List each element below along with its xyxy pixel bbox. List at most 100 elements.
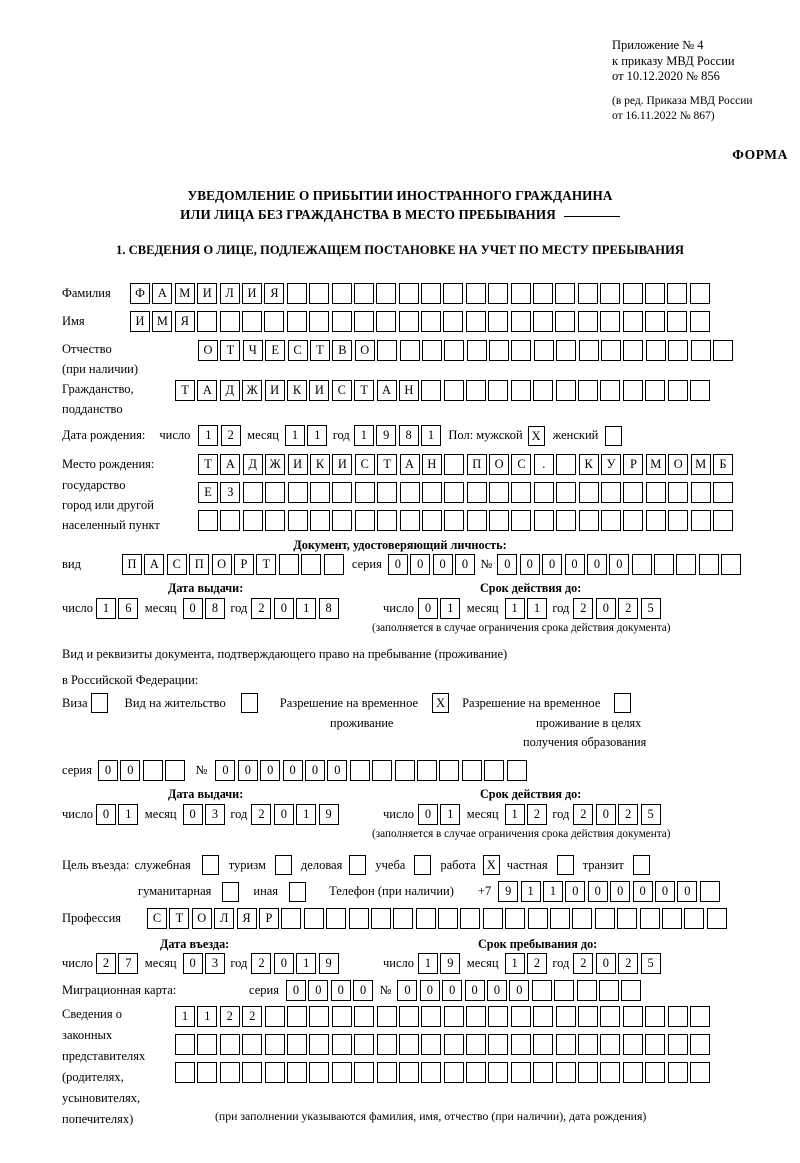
char-cell[interactable]: 0 (418, 598, 438, 619)
char-cell[interactable] (645, 510, 666, 531)
char-cell[interactable] (668, 482, 689, 503)
char-cell[interactable]: 0 (96, 804, 117, 825)
char-cell[interactable]: 1 (197, 1006, 218, 1027)
char-cell[interactable] (461, 760, 482, 781)
char-cell[interactable]: О (198, 340, 218, 361)
char-cell[interactable] (466, 380, 487, 401)
char-cell[interactable]: 2 (618, 804, 639, 825)
char-cell[interactable]: Л (219, 283, 240, 304)
visa-checkbox[interactable] (90, 693, 108, 713)
char-cell[interactable]: 0 (595, 804, 616, 825)
char-cell[interactable]: 1 (118, 804, 139, 825)
char-cell[interactable] (331, 311, 352, 332)
char-cell[interactable]: 9 (498, 881, 519, 902)
char-cell[interactable] (645, 1062, 666, 1083)
char-cell[interactable] (506, 760, 527, 781)
char-cell[interactable] (309, 1062, 330, 1083)
char-cell[interactable] (466, 510, 487, 531)
char-cell[interactable] (242, 482, 263, 503)
char-cell[interactable] (443, 380, 464, 401)
char-cell[interactable] (622, 283, 643, 304)
char-cell[interactable]: 0 (595, 598, 616, 619)
char-cell[interactable] (721, 554, 742, 575)
char-cell[interactable] (482, 908, 503, 929)
char-cell[interactable]: 2 (526, 953, 547, 974)
char-cell[interactable]: Н (421, 454, 442, 475)
char-cell[interactable]: 0 (273, 598, 294, 619)
char-cell[interactable] (600, 311, 621, 332)
char-cell[interactable]: Т (354, 380, 375, 401)
char-cell[interactable] (489, 482, 510, 503)
char-cell[interactable]: 1 (418, 953, 438, 974)
char-cell[interactable]: 0 (542, 554, 563, 575)
char-cell[interactable] (242, 1034, 263, 1055)
char-cell[interactable] (264, 1006, 285, 1027)
char-cell[interactable] (577, 311, 598, 332)
char-cell[interactable]: Т (309, 340, 330, 361)
char-cell[interactable]: 9 (440, 953, 461, 974)
char-cell[interactable]: 0 (432, 554, 453, 575)
char-cell[interactable]: 1 (284, 425, 305, 446)
char-cell[interactable] (554, 980, 575, 1001)
char-cell[interactable] (689, 283, 710, 304)
char-cell[interactable]: 2 (618, 598, 639, 619)
char-cell[interactable] (444, 510, 465, 531)
char-cell[interactable]: 1 (175, 1006, 195, 1027)
char-cell[interactable]: 0 (182, 804, 203, 825)
char-cell[interactable]: 2 (526, 804, 547, 825)
char-cell[interactable]: 0 (419, 980, 440, 1001)
char-cell[interactable]: 2 (251, 598, 272, 619)
char-cell[interactable] (444, 482, 465, 503)
char-cell[interactable]: 0 (387, 554, 408, 575)
char-cell[interactable]: 9 (376, 425, 397, 446)
char-cell[interactable]: 0 (418, 804, 438, 825)
temp-residence-edu-checkbox[interactable] (614, 693, 632, 713)
char-cell[interactable]: 1 (296, 953, 317, 974)
char-cell[interactable]: 0 (410, 554, 431, 575)
char-cell[interactable]: 3 (204, 953, 225, 974)
char-cell[interactable] (601, 510, 622, 531)
char-cell[interactable]: 1 (198, 425, 219, 446)
sex-male-checkbox[interactable]: X (527, 425, 545, 446)
char-cell[interactable] (465, 283, 486, 304)
char-cell[interactable] (309, 510, 330, 531)
char-cell[interactable] (439, 760, 460, 781)
char-cell[interactable]: 0 (397, 980, 418, 1001)
char-cell[interactable] (533, 380, 554, 401)
char-cell[interactable] (556, 454, 577, 475)
char-cell[interactable]: М (645, 454, 666, 475)
char-cell[interactable] (349, 760, 370, 781)
char-cell[interactable] (484, 760, 505, 781)
char-cell[interactable] (689, 1006, 710, 1027)
char-cell[interactable]: 0 (464, 980, 485, 1001)
char-cell[interactable] (510, 1062, 531, 1083)
char-cell[interactable] (555, 1034, 576, 1055)
char-cell[interactable] (286, 1006, 307, 1027)
char-cell[interactable]: И (264, 380, 285, 401)
char-cell[interactable]: Н (398, 380, 419, 401)
char-cell[interactable] (661, 908, 682, 929)
char-cell[interactable] (578, 380, 599, 401)
char-cell[interactable] (303, 908, 324, 929)
char-cell[interactable]: 2 (251, 953, 272, 974)
char-cell[interactable] (689, 1062, 710, 1083)
char-cell[interactable] (421, 283, 442, 304)
char-cell[interactable] (286, 1062, 307, 1083)
char-cell[interactable] (689, 1034, 710, 1055)
char-cell[interactable] (354, 482, 375, 503)
char-cell[interactable] (444, 454, 465, 475)
char-cell[interactable]: Т (169, 908, 190, 929)
char-cell[interactable] (631, 554, 652, 575)
char-cell[interactable] (354, 1006, 375, 1027)
char-cell[interactable]: 2 (220, 425, 241, 446)
char-cell[interactable]: 5 (640, 598, 661, 619)
char-cell[interactable] (354, 510, 375, 531)
char-cell[interactable] (219, 1062, 240, 1083)
char-cell[interactable] (690, 340, 711, 361)
char-cell[interactable] (372, 760, 393, 781)
